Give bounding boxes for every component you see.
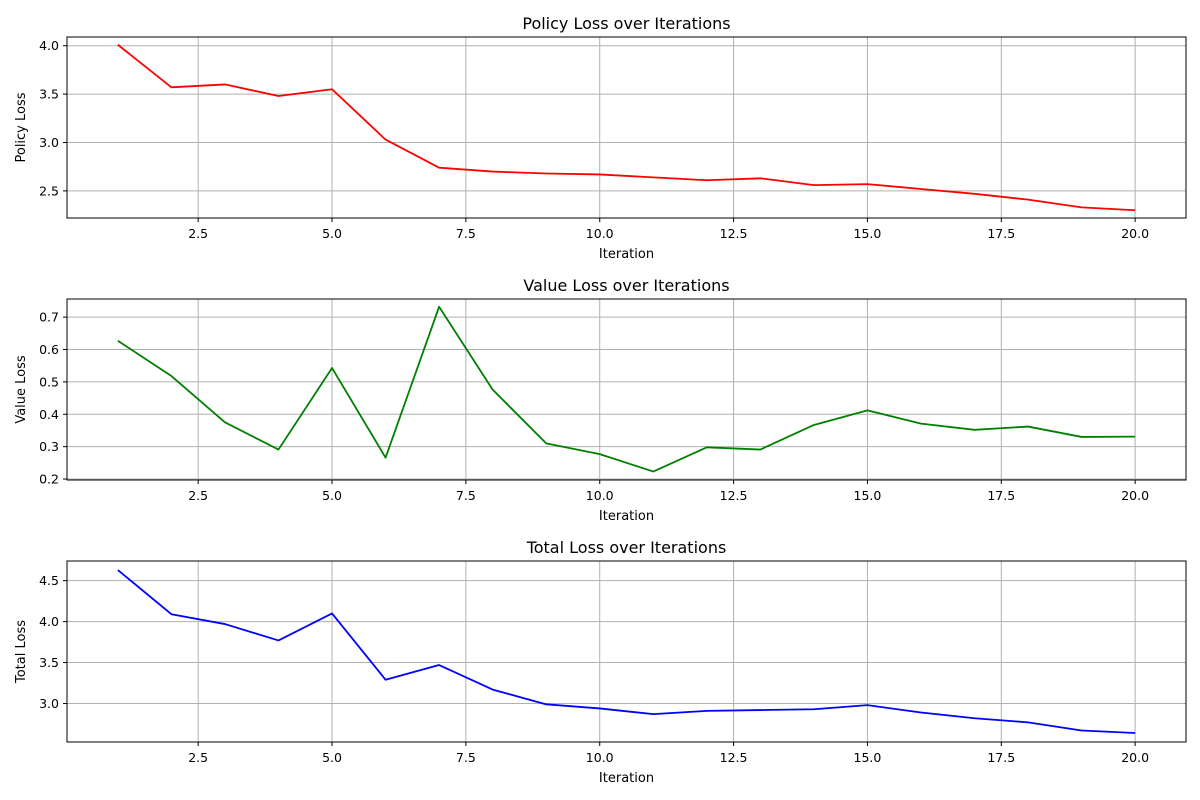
x-tick-label: 20.0	[1121, 488, 1149, 503]
x-tick-label: 10.0	[586, 488, 614, 503]
chart-title: Total Loss over Iterations	[526, 538, 727, 557]
x-tick-label: 2.5	[188, 750, 208, 765]
axes-frame	[66, 298, 1187, 481]
value-loss-line	[117, 305, 1136, 473]
x-tick-label: 2.5	[188, 226, 208, 241]
y-tick-label: 0.4	[39, 407, 59, 422]
chart-title: Value Loss over Iterations	[523, 276, 729, 295]
x-tick-label: 15.0	[854, 226, 882, 241]
y-tick-label: 4.5	[39, 573, 59, 588]
x-tick-label: 7.5	[456, 488, 476, 503]
x-tick-label: 15.0	[854, 488, 882, 503]
subplot-value-loss: 2.5 5.0 7.5 10.0 12.5 15.0 17.5 20.0 0.2…	[14, 276, 1187, 524]
y-tick-label: 0.2	[39, 472, 59, 487]
policy-loss-line	[117, 44, 1136, 212]
axes-frame	[66, 560, 1187, 743]
x-tick-label: 5.0	[322, 488, 342, 503]
x-axis-label: Iteration	[599, 509, 654, 524]
y-tick-label: 2.5	[39, 183, 59, 198]
y-axis-label: Policy Loss	[14, 92, 29, 162]
x-tick-label: 17.5	[987, 488, 1015, 503]
x-tick-label: 5.0	[322, 750, 342, 765]
y-tick-label: 0.5	[39, 374, 59, 389]
y-tick-label: 3.5	[39, 87, 59, 102]
x-tick-label: 12.5	[720, 750, 748, 765]
y-tick-label: 0.6	[39, 342, 59, 357]
x-tick-label: 10.0	[586, 226, 614, 241]
subplot-total-loss: 2.5 5.0 7.5 10.0 12.5 15.0 17.5 20.0 3.0…	[14, 538, 1187, 786]
total-loss-line	[117, 569, 1136, 734]
x-tick-label: 10.0	[586, 750, 614, 765]
x-axis-label: Iteration	[599, 247, 654, 262]
y-tick-label: 4.0	[39, 38, 59, 53]
subplot-policy-loss: 2.5 5.0 7.5 10.0 12.5 15.0 17.5 20.0 2.5…	[14, 14, 1187, 262]
axes-frame	[66, 36, 1187, 219]
y-tick-label: 3.5	[39, 655, 59, 670]
x-tick-label: 17.5	[987, 226, 1015, 241]
y-axis-label: Total Loss	[14, 620, 29, 684]
x-tick-label: 2.5	[188, 488, 208, 503]
y-tick-label: 3.0	[39, 696, 59, 711]
x-tick-label: 12.5	[720, 226, 748, 241]
y-tick-label: 0.3	[39, 439, 59, 454]
y-tick-label: 0.7	[39, 310, 59, 325]
x-tick-label: 7.5	[456, 750, 476, 765]
x-tick-label: 5.0	[322, 226, 342, 241]
x-tick-label: 20.0	[1121, 226, 1149, 241]
x-tick-label: 12.5	[720, 488, 748, 503]
chart-title: Policy Loss over Iterations	[522, 14, 730, 33]
x-axis-label: Iteration	[599, 771, 654, 786]
y-axis-label: Value Loss	[14, 355, 29, 424]
x-tick-label: 17.5	[987, 750, 1015, 765]
x-tick-label: 15.0	[854, 750, 882, 765]
y-tick-label: 3.0	[39, 135, 59, 150]
x-tick-label: 7.5	[456, 226, 476, 241]
y-tick-label: 4.0	[39, 614, 59, 629]
x-tick-label: 20.0	[1121, 750, 1149, 765]
